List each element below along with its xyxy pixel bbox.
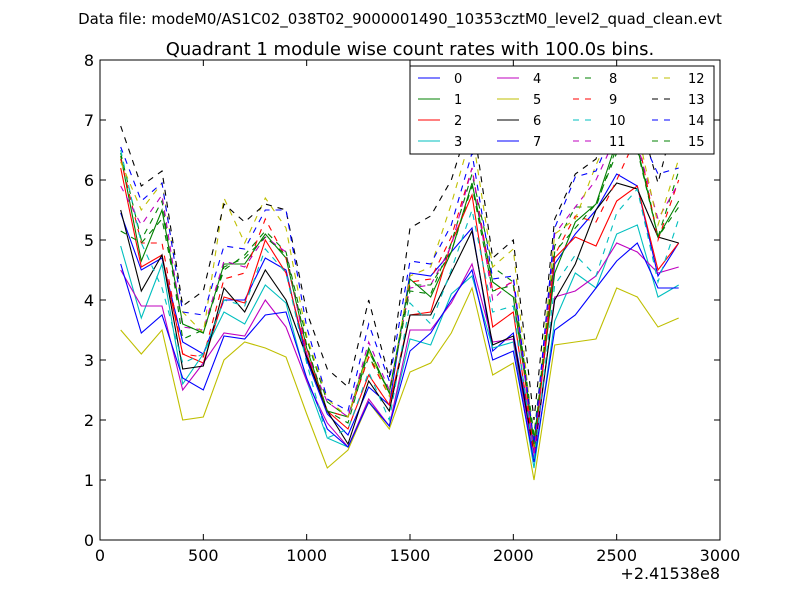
x-tick-label: 500 [188,546,219,565]
legend-label-6: 6 [533,114,541,129]
y-tick-label: 5 [84,231,94,250]
legend-label-11: 11 [609,135,626,150]
legend-label-0: 0 [454,72,462,87]
series-line-9 [120,133,680,454]
legend-label-13: 13 [688,93,705,108]
legend-label-2: 2 [454,114,462,129]
legend-label-15: 15 [688,135,705,150]
y-tick-label: 3 [84,351,94,370]
x-tick-label: 2000 [493,546,534,565]
legend-label-9: 9 [609,93,617,108]
series-line-14 [120,122,679,445]
series-line-12 [120,119,680,448]
x-tick-label: 3000 [700,546,741,565]
legend-label-4: 4 [533,72,541,87]
x-tick-label: 1000 [286,546,327,565]
series-line-5 [120,286,679,481]
legend-label-1: 1 [454,93,462,108]
series-line-10 [120,149,680,460]
series-line-13 [120,92,680,421]
y-tick-label: 2 [84,411,94,430]
series-line-3 [120,224,679,469]
series-layer [120,92,680,481]
x-tick-label: 1500 [390,546,431,565]
y-tick-label: 7 [84,111,94,130]
series-line-11 [120,134,680,457]
legend-label-8: 8 [609,72,617,87]
figure-suptitle: Data file: modeM0/AS1C02_038T02_90000014… [78,10,722,29]
x-tick-label: 0 [95,546,105,565]
legend-label-7: 7 [533,135,541,150]
series-line-1 [120,140,680,442]
y-tick-label: 4 [84,291,94,310]
legend-label-12: 12 [688,72,705,87]
legend-label-3: 3 [454,135,462,150]
legend-box [409,65,715,155]
y-tick-label: 1 [84,471,94,490]
y-tick-label: 6 [84,171,94,190]
chart-title: Quadrant 1 module wise count rates with … [166,39,655,60]
legend-label-14: 14 [688,114,705,129]
legend-label-5: 5 [533,93,541,108]
x-offset-label: +2.41538e8 [620,564,720,583]
y-tick-label: 8 [84,51,94,70]
y-tick-label: 0 [84,531,94,550]
series-line-4 [120,242,679,460]
series-line-7 [120,242,679,463]
x-tick-label: 2500 [596,546,637,565]
legend-label-10: 10 [609,114,626,129]
series-line-15 [120,149,680,445]
